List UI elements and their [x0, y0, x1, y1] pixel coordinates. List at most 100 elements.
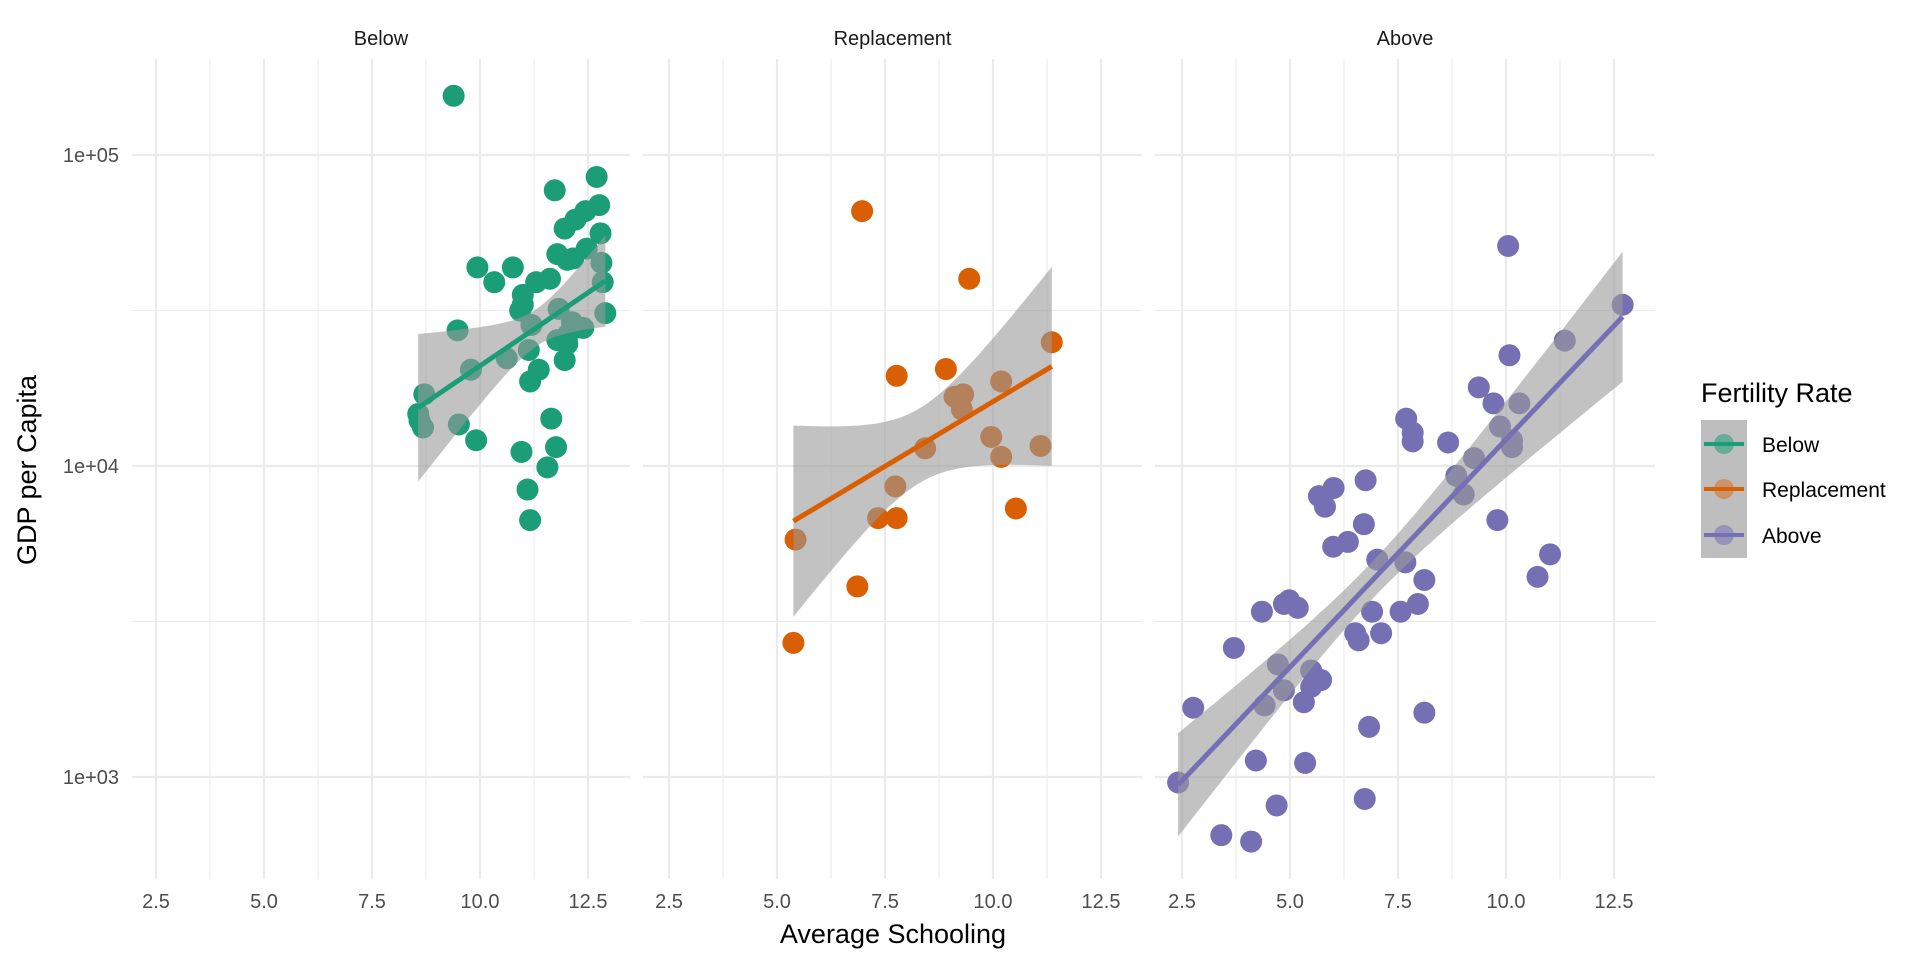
- confidence-ribbon: [418, 235, 606, 482]
- x-tick-label: 7.5: [871, 891, 899, 913]
- data-point: [540, 407, 563, 430]
- regression-line: [416, 278, 607, 410]
- legend-label: Replacement: [1762, 479, 1886, 502]
- data-point: [1353, 787, 1376, 810]
- data-point: [1182, 696, 1205, 719]
- x-tick-label: 7.5: [1384, 891, 1412, 913]
- legend-title: Fertility Rate: [1701, 378, 1853, 408]
- data-point: [1389, 600, 1412, 623]
- x-axis-title: Average Schooling: [780, 919, 1006, 949]
- x-tick-label: 5.0: [1276, 891, 1304, 913]
- data-point: [585, 165, 608, 188]
- data-point: [545, 436, 568, 459]
- legend: Fertility Rate Below Replacement Above: [1701, 378, 1886, 558]
- data-point: [1361, 600, 1384, 623]
- data-point: [1240, 830, 1263, 853]
- regression-line: [792, 364, 1054, 524]
- y-axis-ticks: 1e+03 1e+04 1e+05: [63, 145, 119, 789]
- data-point: [553, 349, 576, 372]
- data-point: [1286, 596, 1309, 619]
- data-point: [1352, 513, 1375, 536]
- data-point: [543, 179, 566, 202]
- facet-panels: Below 2.5 5.0 7.5 10.0 12.5 Replacement 2.5 5.0 7…: [132, 28, 1655, 913]
- data-point: [885, 507, 908, 530]
- x-tick-label: 12.5: [569, 891, 608, 913]
- x-tick-label: 10.0: [1487, 891, 1526, 913]
- legend-entry-below: Below: [1704, 434, 1820, 457]
- data-point: [1265, 794, 1288, 817]
- facet-panel-replacement: Replacement 2.5 5.0 7.5 10.0 12.5: [643, 28, 1142, 913]
- data-point: [1322, 535, 1345, 558]
- data-point: [1406, 592, 1429, 615]
- y-tick-label: 1e+03: [63, 767, 119, 789]
- data-point: [885, 364, 908, 387]
- data-point: [1292, 691, 1315, 714]
- data-point: [1413, 701, 1436, 724]
- legend-entry-above: Above: [1704, 525, 1822, 548]
- confidence-ribbon: [1178, 251, 1623, 837]
- facet-panel-below: Below 2.5 5.0 7.5 10.0 12.5: [132, 28, 630, 913]
- data-point: [556, 332, 579, 355]
- data-point: [466, 256, 489, 279]
- data-point: [1370, 622, 1393, 645]
- x-tick-label: 2.5: [1168, 891, 1196, 913]
- data-point: [465, 429, 488, 452]
- y-tick-label: 1e+04: [63, 456, 119, 478]
- x-tick-label: 12.5: [1595, 891, 1634, 913]
- x-tick-label: 5.0: [763, 891, 791, 913]
- data-point: [958, 267, 981, 290]
- data-point: [1526, 565, 1549, 588]
- data-point: [501, 256, 524, 279]
- x-tick-label: 7.5: [358, 891, 386, 913]
- data-point: [782, 631, 805, 654]
- data-point: [846, 575, 869, 598]
- facet-strip-label: Replacement: [834, 28, 952, 50]
- data-point: [589, 222, 612, 245]
- x-tick-label: 2.5: [142, 891, 170, 913]
- data-point: [1437, 431, 1460, 454]
- legend-label: Above: [1762, 525, 1822, 548]
- data-point: [1401, 430, 1424, 453]
- data-point: [1354, 469, 1377, 492]
- legend-entry-replacement: Replacement: [1704, 479, 1886, 502]
- regression-line: [1176, 314, 1625, 787]
- data-point: [1498, 344, 1521, 367]
- data-point: [1497, 234, 1520, 257]
- x-tick-label: 10.0: [461, 891, 500, 913]
- legend-label: Below: [1762, 434, 1820, 457]
- y-tick-label: 1e+05: [63, 145, 119, 167]
- data-point: [1486, 509, 1509, 532]
- data-point: [1250, 600, 1273, 623]
- data-point: [556, 248, 579, 271]
- x-tick-label: 2.5: [655, 891, 683, 913]
- data-point: [519, 509, 542, 532]
- data-point: [553, 217, 576, 240]
- facet-strip-label: Below: [354, 28, 409, 50]
- x-tick-label: 5.0: [250, 891, 278, 913]
- x-tick-label: 10.0: [974, 891, 1013, 913]
- data-point: [1467, 376, 1490, 399]
- x-tick-label: 12.5: [1082, 891, 1121, 913]
- facet-panel-above: Above 2.5 5.0 7.5 10.0 12.5: [1155, 28, 1655, 913]
- data-point: [1222, 636, 1245, 659]
- data-point: [1539, 543, 1562, 566]
- data-point: [1313, 495, 1336, 518]
- data-point: [1413, 568, 1436, 591]
- data-point: [934, 358, 957, 381]
- data-point: [1482, 392, 1505, 415]
- data-point: [442, 84, 465, 107]
- data-point: [536, 456, 559, 479]
- data-point: [483, 271, 506, 294]
- data-point: [1347, 629, 1370, 652]
- facet-strip-label: Above: [1377, 28, 1434, 50]
- data-point: [1244, 749, 1267, 772]
- data-point: [1294, 751, 1317, 774]
- data-point: [519, 370, 542, 393]
- data-point: [538, 267, 561, 290]
- data-point: [1358, 715, 1381, 738]
- y-axis-title: GDP per Capita: [12, 374, 42, 565]
- data-point: [510, 440, 533, 463]
- data-point: [851, 200, 874, 223]
- data-point: [1210, 824, 1233, 847]
